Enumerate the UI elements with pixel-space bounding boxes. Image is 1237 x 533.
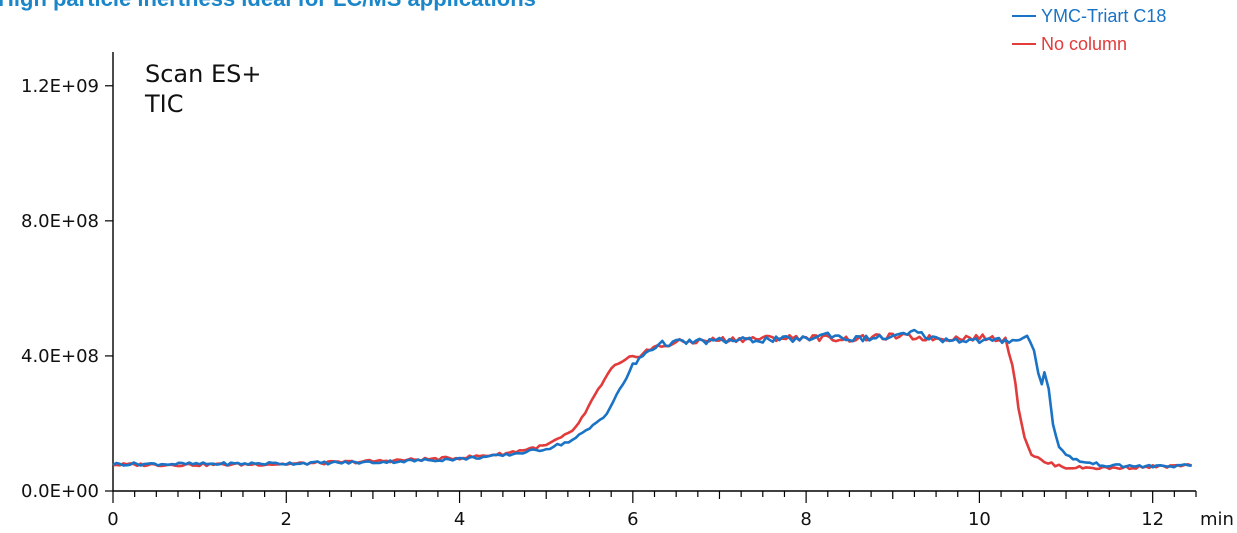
x-tick-label: 8 xyxy=(800,509,811,530)
x-tick-label: 10 xyxy=(968,509,991,530)
x-tick-label: 4 xyxy=(454,509,465,530)
y-tick-label: 1.2E+09 xyxy=(21,76,99,97)
y-tick-label: 8.0E+08 xyxy=(21,211,99,232)
y-tick-label: 4.0E+08 xyxy=(21,346,99,367)
series-line-ymc-triart-c18 xyxy=(112,328,1192,469)
y-tick-label: 0.0E+00 xyxy=(21,481,99,502)
x-tick-label: 2 xyxy=(281,509,292,530)
x-axis-unit-label: min xyxy=(1200,509,1234,530)
x-tick-label: 0 xyxy=(107,509,118,530)
x-tick-label: 12 xyxy=(1141,509,1164,530)
legend-label: No column xyxy=(1041,34,1127,54)
series-line-no-column xyxy=(112,332,1193,471)
axes: 0.0E+00 4.0E+08 8.0E+08 1.2E+09 0 2 4 6 8 10 12 min xyxy=(21,52,1234,530)
chart-title: High particle inertness ideal for LC/MS … xyxy=(0,0,536,11)
x-tick-label: 6 xyxy=(627,509,638,530)
legend: YMC-Triart C18 No column xyxy=(1012,6,1166,54)
series-layer xyxy=(112,328,1193,471)
annotation-scan-mode: Scan ES+ xyxy=(145,60,261,88)
annotation-trace-type: TIC xyxy=(144,90,184,118)
legend-label: YMC-Triart C18 xyxy=(1041,6,1166,26)
